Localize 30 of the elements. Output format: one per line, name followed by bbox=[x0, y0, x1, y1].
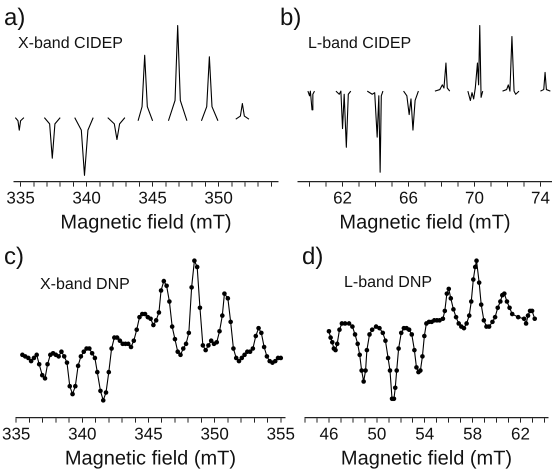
x-tick-label: 58 bbox=[463, 424, 482, 444]
x-tick-label: 355 bbox=[266, 424, 295, 444]
text: L-band DNP bbox=[344, 274, 432, 291]
x-tick-label: 54 bbox=[415, 424, 434, 444]
x-tick-label: 66 bbox=[399, 188, 418, 208]
x-tick-label: 62 bbox=[333, 188, 352, 208]
chart-title: c) bbox=[4, 243, 24, 270]
x-tick-label: 350 bbox=[200, 424, 229, 444]
x-tick-label: 345 bbox=[138, 188, 167, 208]
text: X-band DNP bbox=[40, 276, 130, 293]
chart-title: a) bbox=[4, 4, 26, 31]
x-tick-label: 74 bbox=[530, 188, 550, 208]
x-tick-label: 340 bbox=[68, 424, 97, 444]
x-tick-label: 340 bbox=[72, 188, 101, 208]
x-tick-label: 46 bbox=[319, 424, 338, 444]
chart-title: b) bbox=[280, 4, 302, 31]
x-axis-title: Magnetic field (mT) bbox=[60, 212, 232, 234]
text: L-band CIDEP bbox=[308, 35, 412, 52]
x-tick-label: 50 bbox=[367, 424, 386, 444]
x-axis-title: Magnetic field (mT) bbox=[339, 212, 511, 234]
x-tick-label: 350 bbox=[204, 188, 233, 208]
text: X-band CIDEP bbox=[18, 35, 123, 52]
chart-title: d) bbox=[302, 243, 324, 270]
x-tick-label: 345 bbox=[134, 424, 163, 444]
x-tick-label: 335 bbox=[2, 424, 30, 444]
x-axis-title: Magnetic field (mT) bbox=[64, 448, 236, 470]
x-tick-label: 62 bbox=[511, 424, 530, 444]
x-tick-label: 335 bbox=[6, 188, 35, 208]
x-tick-label: 70 bbox=[465, 188, 484, 208]
x-axis-title: Magnetic field (mT) bbox=[340, 448, 512, 470]
